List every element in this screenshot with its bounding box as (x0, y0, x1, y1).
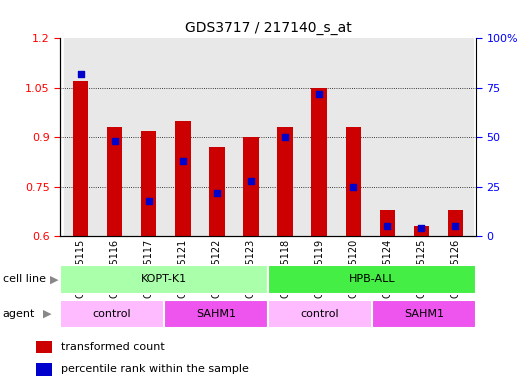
Bar (372, 300, 476, 328)
Text: agent: agent (3, 309, 35, 319)
Bar (164, 300, 268, 328)
Bar (175, 121, 190, 236)
Bar (448, 210, 463, 236)
Bar (60, 300, 164, 328)
Point (451, 223, 460, 229)
Bar (166, 38, 200, 236)
Bar (132, 38, 166, 236)
Bar (268, 265, 476, 294)
Bar (60, 265, 268, 294)
Text: transformed count: transformed count (62, 342, 165, 352)
Text: ▶: ▶ (43, 309, 52, 319)
Bar (243, 137, 259, 236)
Title: GDS3717 / 217140_s_at: GDS3717 / 217140_s_at (185, 21, 351, 35)
Text: SAHM1: SAHM1 (196, 309, 236, 319)
Bar (346, 127, 361, 236)
Bar (336, 38, 370, 236)
Point (179, 158, 187, 164)
Bar (98, 38, 132, 236)
Text: cell line: cell line (3, 274, 46, 285)
Bar (414, 226, 429, 236)
Bar (107, 127, 122, 236)
Point (213, 190, 221, 196)
Text: HPB-ALL: HPB-ALL (349, 274, 395, 285)
Point (247, 178, 255, 184)
Bar (200, 38, 234, 236)
Text: KOPT-K1: KOPT-K1 (141, 274, 187, 285)
Point (76, 71, 85, 77)
Bar (64, 38, 98, 236)
Bar (302, 38, 336, 236)
Point (417, 225, 426, 231)
Point (383, 223, 392, 229)
Point (315, 91, 323, 97)
Bar (404, 38, 438, 236)
Text: percentile rank within the sample: percentile rank within the sample (62, 364, 249, 374)
Bar (36, 341, 52, 353)
Bar (268, 300, 372, 328)
Bar (234, 38, 268, 236)
Bar (73, 81, 88, 236)
Text: ▶: ▶ (50, 274, 58, 285)
Point (349, 184, 357, 190)
Point (281, 134, 289, 141)
Text: control: control (93, 309, 131, 319)
Bar (277, 127, 293, 236)
Bar (268, 38, 302, 236)
Bar (312, 88, 327, 236)
Point (110, 138, 119, 144)
Bar (438, 38, 472, 236)
Bar (209, 147, 224, 236)
Text: control: control (301, 309, 339, 319)
Bar (141, 131, 156, 236)
Point (144, 197, 153, 204)
Bar (36, 362, 52, 376)
Bar (380, 210, 395, 236)
Text: SAHM1: SAHM1 (404, 309, 444, 319)
Bar (370, 38, 404, 236)
